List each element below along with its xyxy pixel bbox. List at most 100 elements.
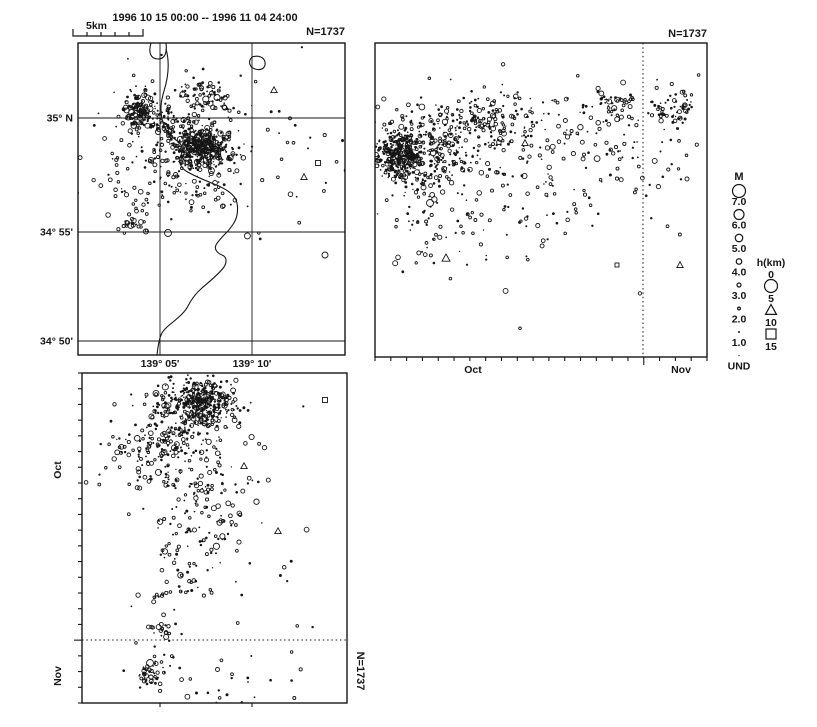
event-marker-dot xyxy=(219,473,223,476)
event-marker-dot xyxy=(192,94,195,98)
event-marker-circle xyxy=(490,188,494,193)
event-marker-circle xyxy=(175,548,180,553)
event-marker-circle xyxy=(213,467,217,472)
event-marker-circle xyxy=(491,142,495,147)
event-marker-circle xyxy=(434,156,441,162)
event-marker-dot xyxy=(194,502,197,505)
event-marker-circle xyxy=(236,539,242,545)
event-marker-circle xyxy=(401,177,406,183)
event-marker-dot xyxy=(237,146,241,150)
event-marker-circle xyxy=(527,154,532,159)
event-marker-circle xyxy=(198,192,203,197)
event-marker-dot xyxy=(465,154,468,157)
event-marker-circle xyxy=(191,178,197,184)
event-marker-dot xyxy=(200,443,203,446)
event-marker-dot xyxy=(225,408,227,411)
event-marker-circle xyxy=(195,185,200,189)
event-marker-dot xyxy=(540,119,543,122)
event-marker-circle xyxy=(493,121,499,127)
event-marker-circle xyxy=(660,110,664,114)
event-marker-circle xyxy=(561,156,566,161)
event-marker-circle xyxy=(212,542,220,550)
event-marker-dot xyxy=(437,157,440,160)
event-marker-dot xyxy=(250,145,254,148)
event-marker-dot xyxy=(525,225,528,228)
map-event-count: N=1737 xyxy=(306,26,345,38)
event-marker-circle xyxy=(197,480,204,487)
event-marker-dot xyxy=(122,669,125,672)
event-marker-dot xyxy=(131,404,134,407)
event-marker-circle xyxy=(395,108,399,112)
event-marker-circle xyxy=(186,116,191,121)
event-marker-dot xyxy=(530,107,533,109)
event-marker-dot xyxy=(411,142,414,144)
event-marker-dot xyxy=(184,512,186,515)
event-marker-circle xyxy=(164,436,169,441)
event-marker-dot xyxy=(604,119,608,122)
event-marker-dot xyxy=(505,125,507,127)
event-marker-circle xyxy=(397,159,401,163)
event-marker-circle xyxy=(606,98,613,105)
event-marker-dot xyxy=(172,448,175,451)
event-marker-circle xyxy=(130,222,136,228)
event-marker-circle xyxy=(204,152,209,157)
event-marker-dot xyxy=(207,184,210,187)
event-marker-circle xyxy=(202,95,210,103)
event-marker-circle xyxy=(573,207,578,211)
event-marker-circle xyxy=(404,147,409,152)
event-marker-dot xyxy=(456,118,459,121)
event-marker-dot xyxy=(149,477,153,481)
event-marker-circle xyxy=(195,503,199,507)
event-marker-dot xyxy=(230,466,233,468)
event-marker-circle xyxy=(577,124,584,131)
event-marker-circle xyxy=(253,498,260,505)
event-marker-dot xyxy=(193,510,196,513)
event-marker-circle xyxy=(576,73,580,78)
event-marker-dot xyxy=(239,182,242,186)
event-marker-dot xyxy=(489,104,493,107)
event-marker-dot xyxy=(186,437,189,440)
event-marker-dot xyxy=(169,143,171,145)
event-marker-dot xyxy=(637,119,639,122)
event-marker-dot xyxy=(202,140,205,142)
event-marker-dot xyxy=(130,393,133,396)
event-marker-circle xyxy=(436,118,440,123)
event-marker-circle xyxy=(232,397,238,402)
event-marker-dot xyxy=(215,447,218,450)
event-marker-dot xyxy=(129,88,132,91)
event-marker-circle xyxy=(171,453,176,459)
event-marker-dot xyxy=(178,426,181,430)
event-marker-dot xyxy=(551,184,554,187)
event-marker-circle xyxy=(470,111,474,116)
event-marker-dot xyxy=(236,407,239,410)
event-marker-dot xyxy=(202,393,205,396)
event-marker-dot xyxy=(214,471,218,474)
month-label-oct: Oct xyxy=(464,364,482,376)
event-marker-circle xyxy=(119,138,124,143)
event-marker-dot xyxy=(181,434,184,437)
event-marker-dot xyxy=(247,681,249,683)
event-marker-circle xyxy=(276,175,280,180)
legend-magnitude-label: UND xyxy=(728,361,751,373)
event-marker-circle xyxy=(234,168,240,174)
event-marker-dot xyxy=(126,95,129,99)
event-marker-circle xyxy=(200,142,205,147)
event-marker-dot xyxy=(233,172,235,174)
event-marker-circle xyxy=(439,189,446,195)
event-marker-dot xyxy=(143,88,147,91)
event-marker-circle xyxy=(549,143,556,150)
event-marker-dot xyxy=(243,143,245,145)
event-marker-dot xyxy=(189,127,192,130)
event-marker-circle xyxy=(528,109,532,113)
event-marker-dot xyxy=(239,74,242,77)
event-marker-circle xyxy=(206,380,212,385)
event-marker-dot xyxy=(257,480,260,484)
event-marker-dot xyxy=(647,112,650,115)
event-marker-circle xyxy=(582,192,588,197)
event-marker-circle xyxy=(450,113,455,117)
event-marker-circle xyxy=(180,124,185,129)
event-marker-circle xyxy=(152,595,157,600)
event-marker-circle xyxy=(111,434,115,439)
event-marker-circle xyxy=(124,220,130,225)
event-marker-dot xyxy=(424,133,427,136)
